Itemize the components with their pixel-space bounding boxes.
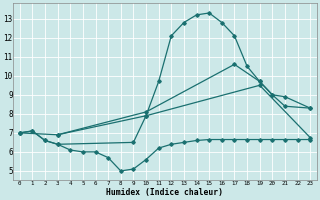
X-axis label: Humidex (Indice chaleur): Humidex (Indice chaleur) (107, 188, 223, 197)
